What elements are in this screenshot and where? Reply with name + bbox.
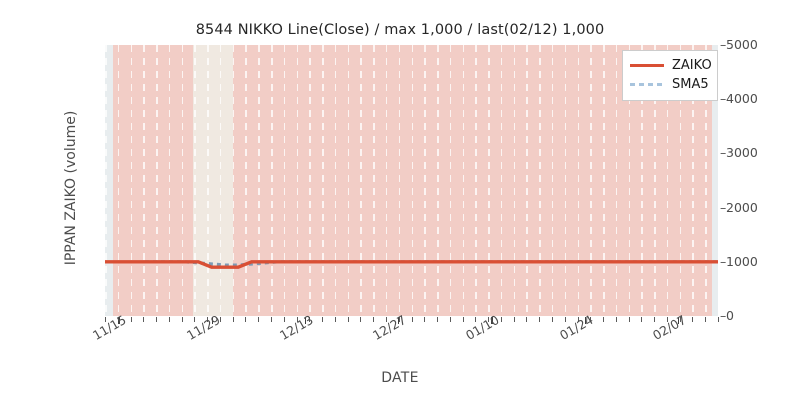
x-axis-minor-tick bbox=[679, 317, 681, 322]
series-line-zaiko bbox=[105, 260, 718, 269]
background-band-pink-left bbox=[112, 45, 194, 316]
x-axis-minor-tick bbox=[564, 317, 566, 322]
x-axis-minor-tick bbox=[411, 317, 413, 322]
x-axis-minor-tick bbox=[500, 317, 502, 322]
x-axis-major-tick bbox=[211, 317, 213, 324]
x-axis-minor-tick bbox=[551, 317, 553, 322]
y-axis-tick-label: –4000 bbox=[720, 91, 758, 107]
x-axis-minor-tick bbox=[513, 317, 515, 322]
x-axis-tick-marks bbox=[105, 317, 719, 324]
x-axis-minor-tick bbox=[117, 317, 119, 322]
x-axis-minor-tick bbox=[449, 317, 451, 322]
x-axis-minor-tick bbox=[692, 317, 694, 322]
y-tick-mark: – bbox=[720, 145, 727, 161]
x-axis-minor-tick bbox=[143, 317, 145, 322]
x-axis-minor-tick bbox=[603, 317, 605, 322]
x-axis-minor-tick bbox=[539, 317, 541, 322]
x-axis-minor-tick bbox=[641, 317, 643, 322]
legend-label-sma5: SMA5 bbox=[672, 77, 709, 92]
y-axis-tick-label: –0 bbox=[720, 308, 734, 323]
x-axis-minor-tick bbox=[271, 317, 273, 322]
x-axis-minor-tick bbox=[168, 317, 170, 322]
legend-entry-sma5[interactable]: SMA5 bbox=[630, 75, 710, 94]
x-axis-minor-tick bbox=[385, 317, 387, 322]
y-tick-mark: – bbox=[720, 37, 727, 52]
legend-line-swatch-sma5 bbox=[630, 79, 664, 91]
x-axis-minor-tick bbox=[705, 317, 707, 322]
x-axis-minor-tick bbox=[258, 317, 260, 322]
x-axis-minor-tick bbox=[232, 317, 234, 322]
y-axis-tick-label: –3000 bbox=[720, 145, 758, 161]
x-axis-minor-tick bbox=[628, 317, 630, 322]
x-axis-minor-tick bbox=[577, 317, 579, 322]
x-axis-major-tick bbox=[491, 317, 493, 324]
x-axis-minor-tick bbox=[334, 317, 336, 322]
x-axis-minor-tick bbox=[156, 317, 158, 322]
chart-title: 8544 NIKKO Line(Close) / max 1,000 / las… bbox=[195, 22, 605, 38]
x-axis-minor-tick bbox=[181, 317, 183, 322]
legend-line-swatch-zaiko bbox=[630, 60, 664, 72]
x-axis-minor-tick bbox=[718, 317, 719, 322]
series-svg bbox=[105, 260, 718, 269]
x-axis-minor-tick bbox=[437, 317, 439, 322]
y-tick-mark: – bbox=[720, 253, 727, 269]
y-axis-label: IPPAN ZAIKO (volume) bbox=[63, 110, 79, 266]
x-axis-minor-tick bbox=[296, 317, 298, 322]
x-axis-major-tick bbox=[398, 317, 400, 324]
x-axis-minor-tick bbox=[245, 317, 247, 322]
x-axis-major-tick bbox=[678, 317, 680, 324]
x-axis-minor-tick bbox=[207, 317, 209, 322]
x-axis-minor-tick bbox=[373, 317, 375, 322]
x-axis-minor-tick bbox=[194, 317, 196, 322]
y-tick-mark: – bbox=[720, 308, 727, 323]
x-axis-minor-tick bbox=[462, 317, 464, 322]
x-axis-major-tick bbox=[584, 317, 586, 324]
x-axis-minor-tick bbox=[475, 317, 477, 322]
x-axis-minor-tick bbox=[654, 317, 656, 322]
series-layer bbox=[105, 45, 718, 316]
legend-label-zaiko: ZAIKO bbox=[672, 58, 712, 73]
x-axis-minor-tick bbox=[219, 317, 221, 322]
x-axis-minor-tick bbox=[283, 317, 285, 322]
x-axis-minor-tick bbox=[130, 317, 132, 322]
x-axis-minor-tick bbox=[322, 317, 324, 322]
x-axis-minor-tick bbox=[424, 317, 426, 322]
y-axis-tick-label: –2000 bbox=[720, 199, 758, 215]
x-axis-minor-tick bbox=[360, 317, 362, 322]
x-axis-major-tick bbox=[304, 317, 307, 324]
x-axis-minor-tick bbox=[347, 317, 349, 322]
y-tick-mark: – bbox=[720, 199, 727, 215]
x-axis-minor-tick bbox=[488, 317, 490, 322]
x-axis-minor-tick bbox=[105, 317, 106, 322]
x-axis-minor-tick bbox=[526, 317, 528, 322]
y-axis-tick-label: –5000 bbox=[720, 37, 758, 52]
x-axis-minor-tick bbox=[309, 317, 311, 322]
x-axis-major-tick bbox=[118, 317, 120, 324]
background-band-cream-highlight bbox=[193, 45, 234, 316]
chart-legend[interactable]: ZAIKO SMA5 bbox=[622, 50, 718, 101]
x-axis-minor-tick bbox=[615, 317, 617, 322]
legend-entry-zaiko[interactable]: ZAIKO bbox=[630, 56, 712, 75]
x-axis-label: DATE bbox=[381, 370, 419, 386]
y-axis-tick-label: –1000 bbox=[720, 253, 758, 269]
x-axis-minor-tick bbox=[590, 317, 592, 322]
y-tick-mark: – bbox=[720, 91, 727, 107]
x-axis-minor-tick bbox=[666, 317, 668, 322]
